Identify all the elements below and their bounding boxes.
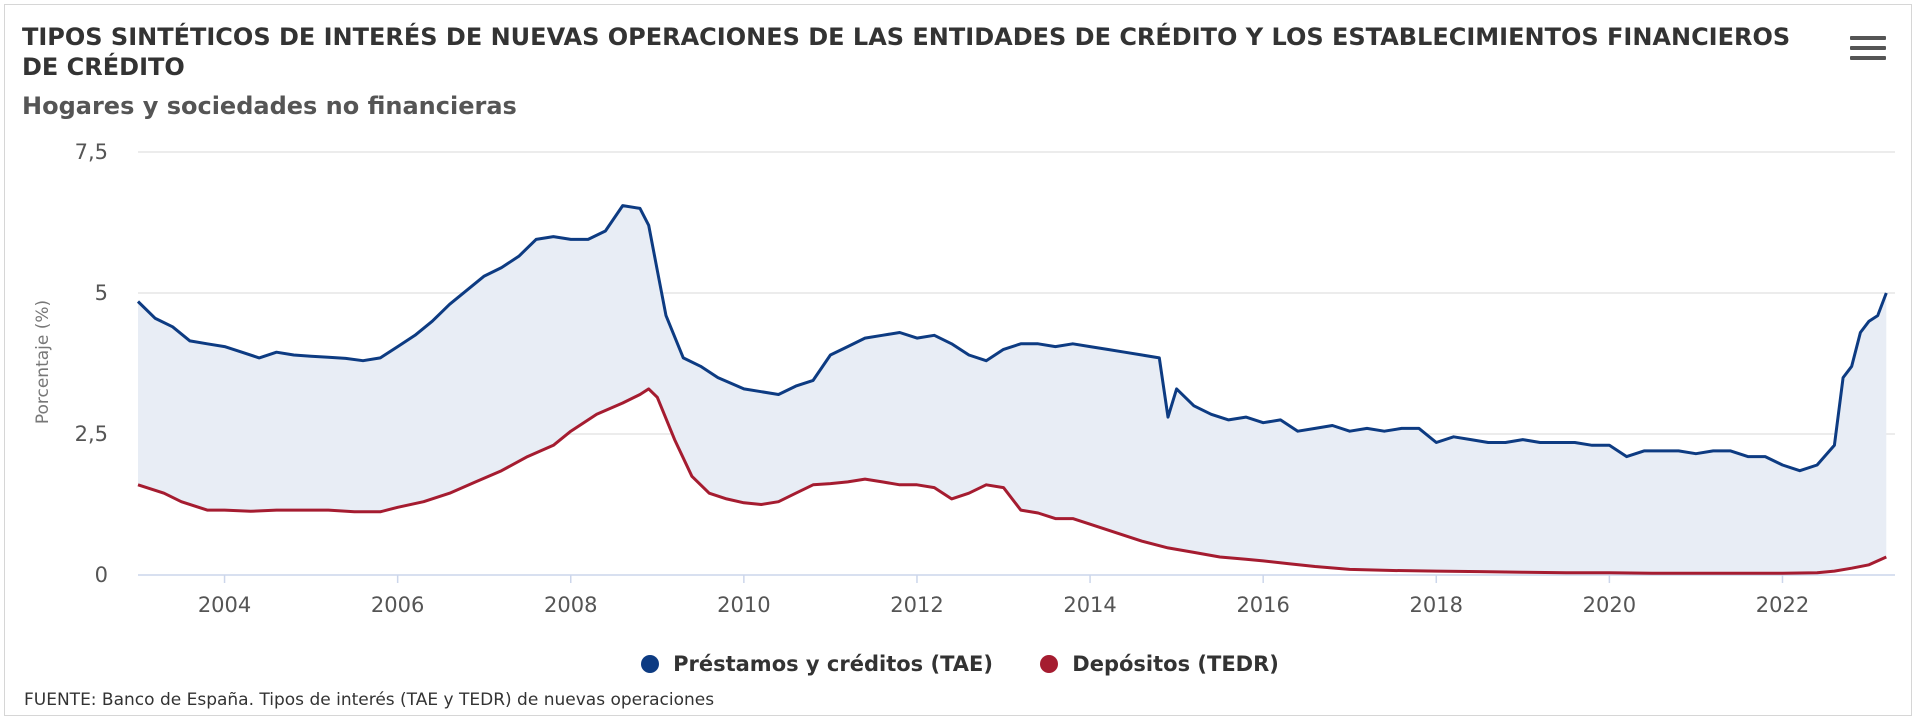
x-tick-label: 2018 (1410, 593, 1463, 617)
chart-title: TIPOS SINTÉTICOS DE INTERÉS DE NUEVAS OP… (22, 23, 1791, 81)
series-line-depositos[interactable] (137, 387, 1887, 575)
menu-line (1850, 36, 1886, 40)
x-tick-label: 2016 (1236, 593, 1289, 617)
x-tick-label: 2004 (198, 593, 251, 617)
area-between-series (138, 205, 1887, 574)
y-tick-label: 2,5 (75, 422, 108, 446)
legend-marker-depositos (1040, 655, 1059, 673)
y-axis-label: Porcentaje (%) (33, 300, 53, 424)
x-axis-ticks: 2004 2006 2008 2010 2012 2014 2016 2018 2020 2022 (198, 575, 1809, 617)
legend-label-prestamos: Préstamos y créditos (TAE) (673, 652, 993, 676)
series-line-prestamos[interactable] (136, 204, 1888, 473)
x-tick-label: 2006 (371, 593, 424, 617)
y-tick-label: 7,5 (75, 140, 108, 164)
y-tick-label: 0 (95, 563, 108, 587)
hamburger-menu-icon[interactable] (1850, 36, 1886, 68)
menu-line (1850, 46, 1886, 50)
x-tick-label: 2010 (717, 593, 770, 617)
y-axis-ticks: 0 2,5 5 7,5 (75, 140, 108, 587)
source-note: FUENTE: Banco de España. Tipos de interé… (24, 690, 715, 710)
x-tick-label: 2022 (1756, 593, 1809, 617)
x-tick-label: 2020 (1583, 593, 1636, 617)
legend-item-prestamos[interactable]: Préstamos y créditos (TAE) (641, 652, 993, 676)
x-tick-label: 2014 (1063, 593, 1116, 617)
x-tick-label: 2008 (544, 593, 597, 617)
x-tick-label: 2012 (890, 593, 943, 617)
series-lines (136, 204, 1888, 575)
chart-legend: Préstamos y créditos (TAE) Depósitos (TE… (0, 652, 1920, 678)
legend-item-depositos[interactable]: Depósitos (TEDR) (1040, 652, 1279, 676)
menu-line (1850, 56, 1886, 60)
legend-label-depositos: Depósitos (TEDR) (1072, 652, 1279, 676)
y-tick-label: 5 (95, 281, 108, 305)
legend-marker-prestamos (641, 655, 660, 673)
chart-subtitle: Hogares y sociedades no financieras (22, 92, 517, 120)
